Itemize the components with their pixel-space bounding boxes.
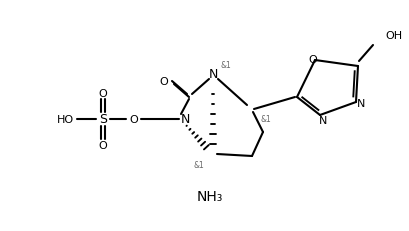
Text: O: O [99,140,107,150]
Text: S: S [99,113,107,126]
Text: &1: &1 [193,161,204,170]
Text: &1: &1 [260,115,271,124]
Text: O: O [99,89,107,99]
Text: O: O [129,115,138,125]
Text: N: N [356,99,364,109]
Text: N: N [318,116,326,125]
Text: O: O [159,77,168,87]
Text: &1: &1 [220,61,231,70]
Text: NH₃: NH₃ [196,189,222,203]
Text: N: N [180,113,189,126]
Text: HO: HO [56,115,73,125]
Text: OH: OH [384,31,401,41]
Text: O: O [308,55,317,65]
Text: N: N [208,68,217,81]
